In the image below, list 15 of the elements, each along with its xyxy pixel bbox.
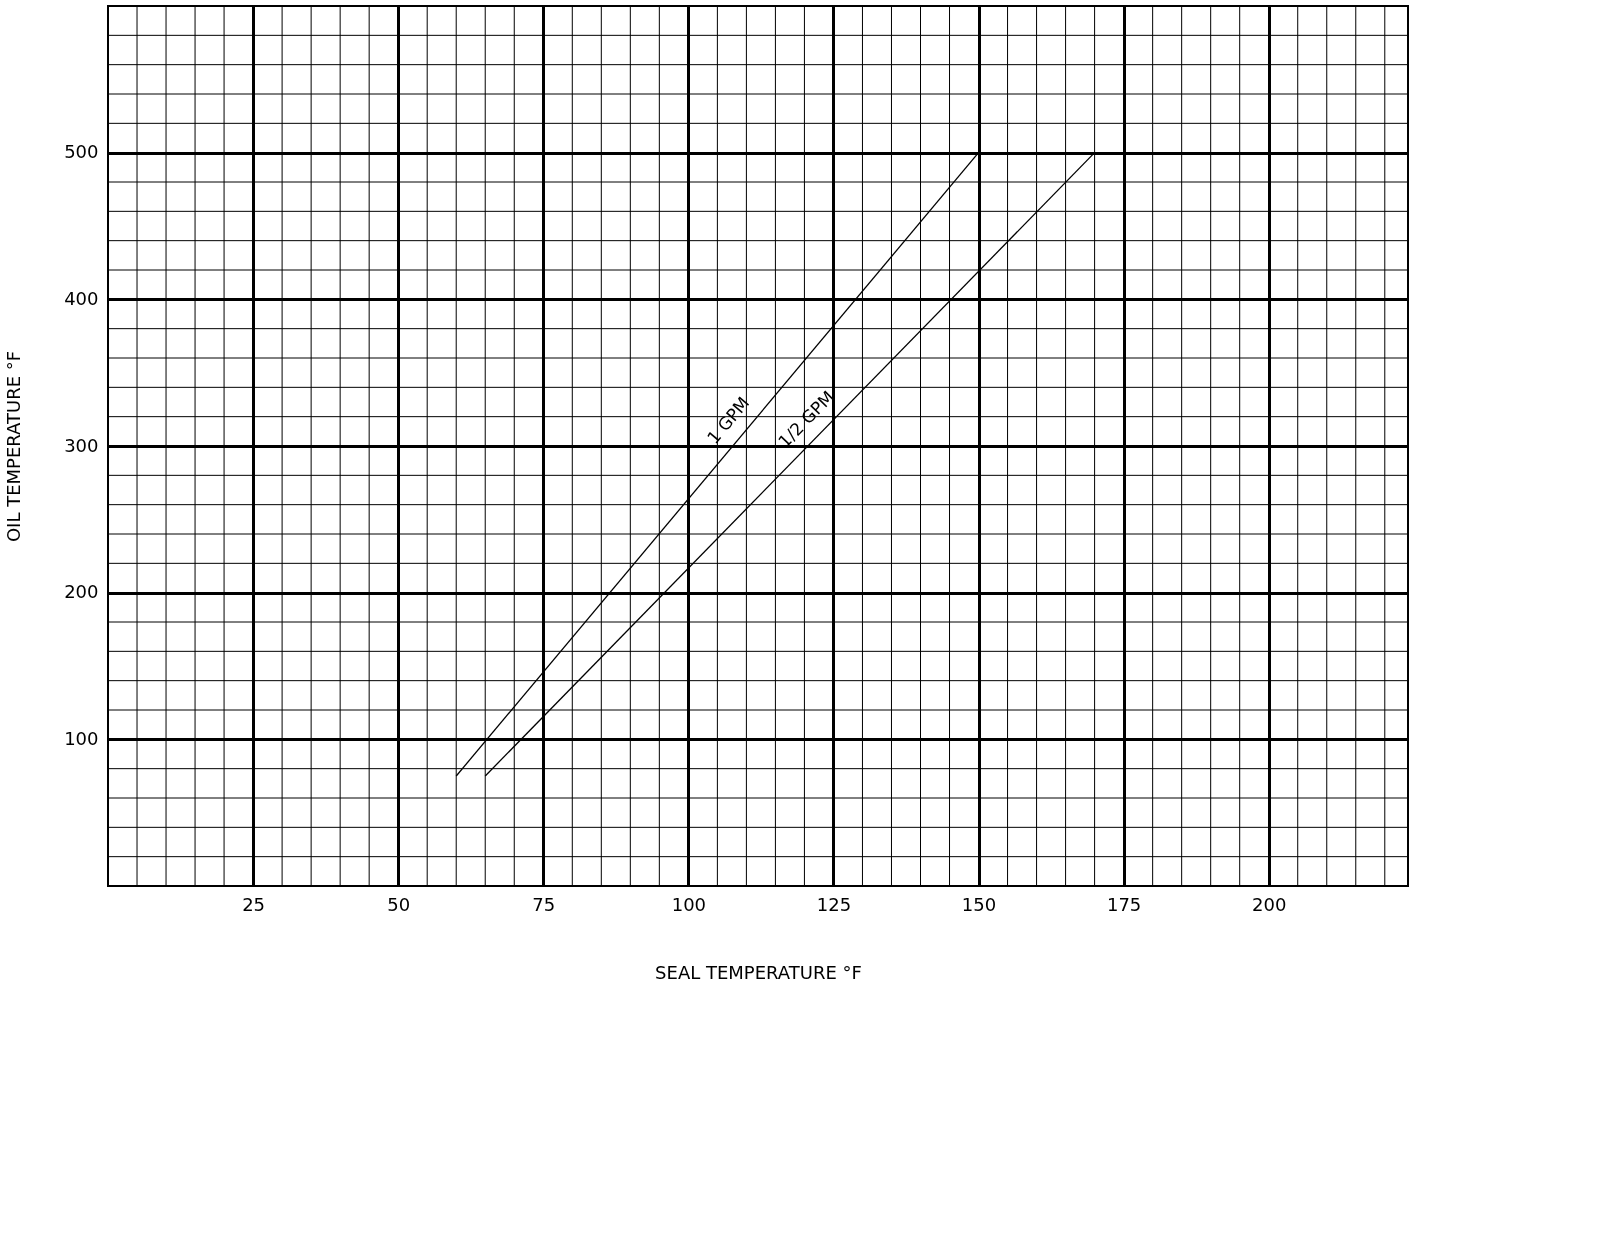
y-axis-title: OIL TEMPERATURE °F — [3, 350, 25, 543]
y-tick-label: 400 — [64, 287, 99, 309]
x-tick-label: 125 — [816, 893, 852, 915]
x-tick-label: 50 — [387, 893, 411, 915]
x-tick-label: 25 — [242, 893, 266, 915]
y-tick-label: 500 — [64, 141, 99, 163]
y-tick-label: 300 — [64, 434, 99, 456]
x-tick-label: 75 — [532, 893, 556, 915]
x-tick-label: 200 — [1252, 893, 1287, 915]
x-tick-label: 175 — [1106, 893, 1142, 915]
y-tick-label: 200 — [64, 581, 99, 603]
x-tick-label: 100 — [671, 893, 707, 915]
x-tick-label: 150 — [961, 893, 997, 915]
y-tick-label: 100 — [64, 727, 99, 749]
x-axis-title: SEAL TEMPERATURE °F — [655, 961, 862, 983]
